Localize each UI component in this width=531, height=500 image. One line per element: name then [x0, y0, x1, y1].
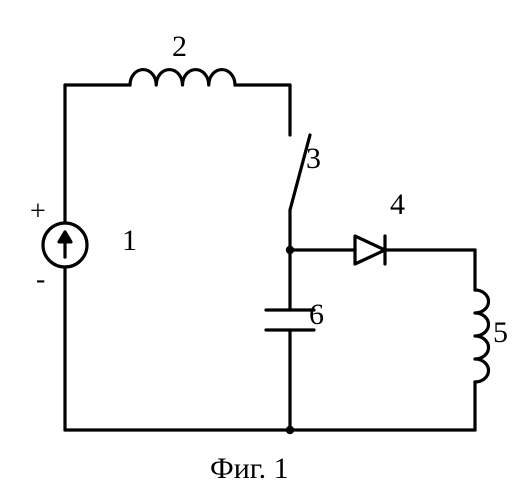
circuit-diagram: 1 2 3 4 5 6 + - Фиг. 1: [0, 0, 531, 500]
label-6: 6: [309, 300, 324, 330]
label-3: 3: [306, 144, 321, 174]
label-4: 4: [390, 190, 405, 220]
polarity-plus: +: [30, 198, 46, 226]
label-2: 2: [172, 32, 187, 62]
circuit-svg: [0, 0, 531, 500]
figure-caption: Фиг. 1: [210, 452, 289, 486]
label-1: 1: [122, 226, 137, 256]
label-5: 5: [493, 318, 508, 348]
polarity-minus: -: [36, 266, 45, 294]
